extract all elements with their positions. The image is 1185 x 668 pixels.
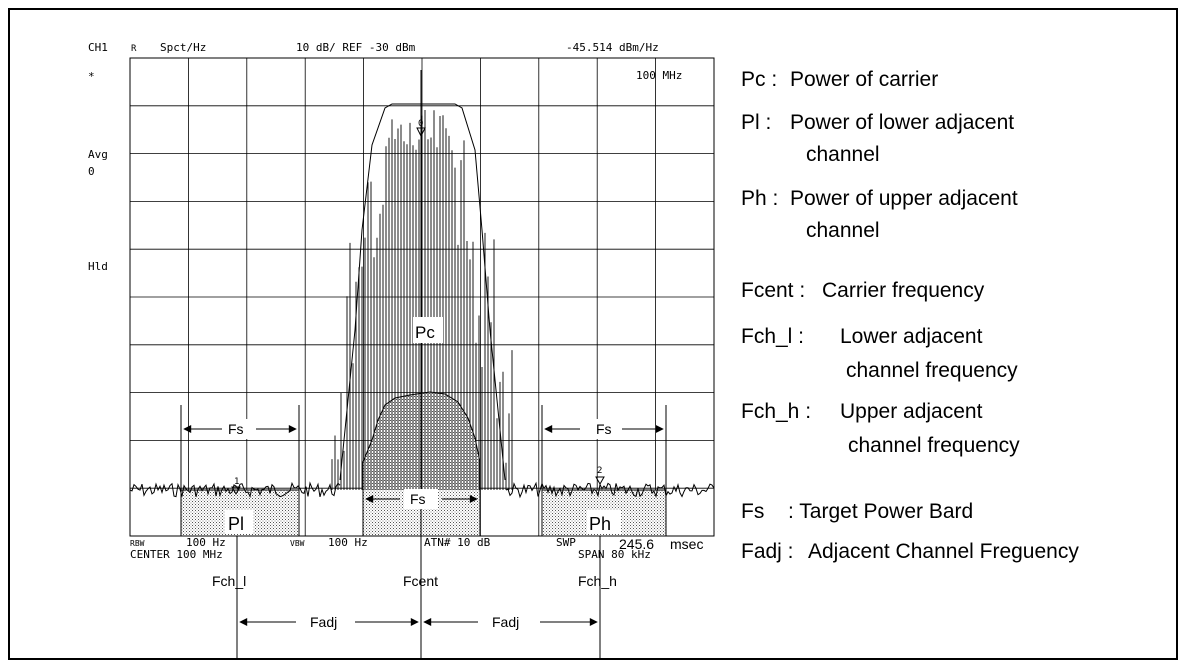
marker-1-label: 1	[234, 477, 239, 487]
legend-fadj-text: Adjacent Channel Freguency	[808, 540, 1079, 563]
marker-2-label: 2	[597, 466, 602, 476]
legend-fcent-text: Carrier frequency	[822, 279, 985, 302]
legend: Pc : Power of carrier Pl : Power of lowe…	[741, 68, 1079, 563]
legend-fs-key: Fs	[741, 500, 764, 523]
legend-fchl-key: Fch_l :	[741, 325, 804, 348]
noise-trace	[129, 481, 715, 499]
marker-0-triangle	[416, 127, 426, 138]
legend-fs-text: : Target Power Bard	[788, 500, 973, 523]
legend-pl-text1: Power of lower adjacent	[790, 111, 1014, 134]
swp-unit: msec	[670, 536, 703, 552]
fcent-label: Fcent	[403, 573, 438, 589]
marker-freq: 100 MHz	[636, 69, 682, 82]
legend-fadj-key: Fadj :	[741, 540, 794, 563]
scale-label: 10 dB/ REF -30 dBm	[296, 41, 416, 54]
side-hld: Hld	[88, 260, 108, 273]
center-label: CENTER 100 MHz	[130, 548, 223, 561]
rbw-label: RBW	[130, 539, 145, 548]
fch-l-label: Fch_l	[212, 573, 246, 589]
vbw-value: 100 Hz	[328, 536, 368, 549]
fs-center-label: Fs	[410, 491, 426, 507]
fs-right-label: Fs	[596, 421, 612, 437]
fadj-right-label: Fadj	[492, 614, 519, 630]
legend-fchl-text2: channel frequency	[846, 359, 1018, 382]
ph-band-label: Ph	[589, 514, 611, 534]
unit-label: Spct/Hz	[160, 41, 206, 54]
marker-value: -45.514 dBm/Hz	[566, 41, 659, 54]
side-avg: Avg	[88, 148, 108, 161]
rbw-value: 100 Hz	[186, 536, 226, 549]
legend-pl-key: Pl :	[741, 111, 771, 134]
legend-ph-text1: Power of upper adjacent	[790, 187, 1018, 210]
vbw-label: VBW	[290, 539, 305, 548]
side-star: *	[88, 70, 95, 83]
pc-band-label: Pc	[415, 323, 435, 342]
carrier-envelope	[339, 103, 506, 481]
span-label: SPAN 80 kHz	[578, 548, 651, 561]
legend-pc-text: Power of carrier	[790, 68, 938, 91]
channel-label: CH1	[88, 41, 108, 54]
swp-value: 245.6	[619, 536, 654, 552]
legend-fchl-text1: Lower adjacent	[840, 325, 983, 348]
marker-0-label: 0	[418, 119, 423, 129]
swp-label: SWP	[556, 536, 576, 549]
legend-pl-text2: channel	[806, 143, 880, 166]
side-avg-val: 0	[88, 165, 95, 178]
legend-fchh-text2: channel frequency	[848, 434, 1020, 457]
legend-fcent-key: Fcent :	[741, 279, 805, 302]
fadj-left-label: Fadj	[310, 614, 337, 630]
channel-sub: R	[131, 44, 137, 54]
fs-left-label: Fs	[228, 421, 244, 437]
legend-fchh-text1: Upper adjacent	[840, 400, 983, 423]
carrier-spikes	[331, 110, 513, 490]
legend-ph-key: Ph :	[741, 187, 778, 210]
legend-fchh-key: Fch_h :	[741, 400, 811, 423]
atn-label: ATN# 10 dB	[424, 536, 491, 549]
pl-band-label: Pl	[228, 514, 244, 534]
fch-h-label: Fch_h	[578, 573, 617, 589]
marker-1-triangle	[231, 486, 241, 496]
legend-pc-key: Pc :	[741, 68, 777, 91]
diagram-frame	[8, 8, 1178, 660]
marker-2-triangle	[595, 476, 605, 486]
legend-ph-text2: channel	[806, 219, 880, 242]
